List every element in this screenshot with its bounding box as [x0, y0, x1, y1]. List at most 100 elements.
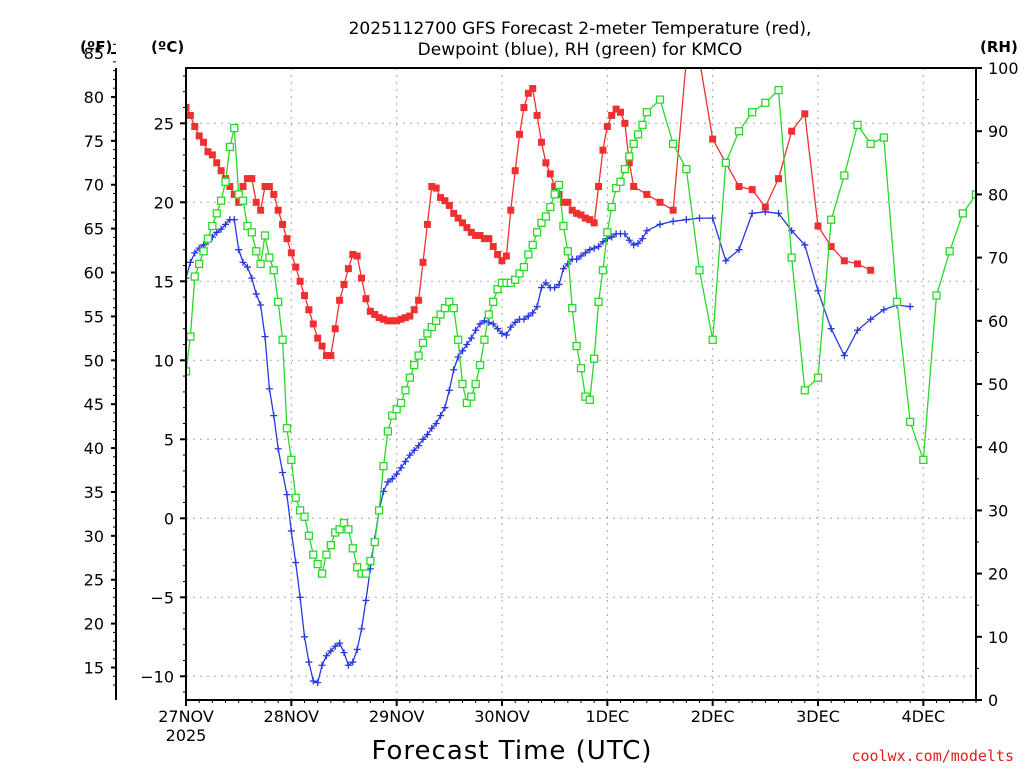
temperature-point — [186, 104, 190, 111]
fahrenheit-tick-label: 85 — [84, 44, 104, 63]
rh-point — [655, 95, 665, 104]
temperature-point — [287, 249, 295, 257]
temperature-point — [375, 314, 383, 322]
fahrenheit-tick-label: 65 — [84, 220, 104, 239]
temperature-point — [393, 317, 401, 325]
temperature-point — [322, 352, 330, 360]
temperature-point — [296, 277, 304, 285]
rh-point — [427, 322, 436, 332]
rh-point — [256, 259, 265, 269]
chart-title-line-2: Dewpoint (blue), RH (green) for KMCO — [418, 40, 743, 60]
rh-point — [388, 411, 397, 420]
credit-text: coolwx.com/modelts — [851, 747, 1014, 765]
rh-point — [291, 493, 300, 502]
temperature-point — [270, 190, 278, 198]
rh-point — [370, 537, 379, 547]
rh-unit-label: (RH) — [980, 38, 1018, 56]
rh-point — [734, 127, 744, 136]
dewpoint-point — [867, 315, 875, 323]
celsius-tick-label: 15 — [154, 272, 174, 291]
temperature-point — [463, 224, 471, 232]
rh-point — [230, 123, 239, 133]
rh-point — [414, 351, 423, 360]
dewpoint-point — [559, 265, 567, 273]
x-tick-label: 30NOV — [474, 707, 530, 726]
dewpoint-point — [595, 243, 603, 251]
dewpoint-point — [314, 679, 322, 687]
temperature-point — [454, 214, 462, 222]
temperature-point — [327, 352, 335, 360]
dewpoint-point — [748, 209, 756, 217]
temperature-point — [274, 206, 282, 214]
rh-point — [405, 373, 414, 382]
rh-point — [436, 310, 445, 319]
temperature-point — [195, 132, 203, 140]
dewpoint-point — [274, 445, 282, 453]
temperature-point — [371, 310, 379, 318]
dewpoint-point — [634, 239, 642, 247]
dewpoint-point — [880, 306, 888, 314]
dewpoint-point — [252, 290, 260, 298]
dewpoint-point — [186, 274, 190, 282]
dewpoint-point — [775, 209, 782, 217]
fahrenheit-tick-label: 50 — [84, 351, 104, 370]
rh-point — [480, 335, 489, 344]
temperature-point — [445, 201, 453, 209]
rh-point — [572, 341, 581, 351]
rh-point — [800, 386, 809, 395]
dewpoint-point — [265, 385, 273, 393]
rh-point — [418, 338, 428, 348]
dewpoint-point — [349, 658, 357, 666]
temperature-point — [485, 235, 493, 243]
temperature-point — [353, 252, 361, 260]
dewpoint-point — [538, 284, 545, 292]
temperature-point — [261, 183, 269, 190]
temperature-point — [217, 167, 225, 175]
temperature-point — [520, 104, 528, 111]
dewpoint-point — [353, 645, 361, 653]
rh-point — [546, 202, 555, 212]
dewpoint-point — [577, 252, 585, 260]
temperature-point — [450, 209, 458, 217]
rh-point — [471, 379, 480, 389]
dewpoint-point — [524, 312, 532, 320]
dewpoint-point — [292, 559, 300, 567]
temperature-point — [226, 183, 234, 190]
rh-line — [186, 88, 976, 576]
rh-point — [348, 544, 357, 553]
rh-point — [906, 417, 915, 427]
rh-point — [247, 228, 256, 237]
temperature-point — [314, 334, 322, 342]
temperature-point — [559, 198, 567, 206]
temperature-point — [283, 235, 291, 243]
dewpoint-series — [186, 208, 914, 687]
temperature-point — [467, 228, 475, 236]
fahrenheit-tick-label: 55 — [84, 307, 104, 326]
fahrenheit-tick-label: 75 — [84, 132, 104, 151]
rh-point — [353, 563, 362, 572]
temperature-point — [186, 111, 194, 119]
dewpoint-point — [722, 257, 730, 265]
rh-point — [625, 152, 634, 161]
rh-tick-label: 0 — [988, 691, 998, 710]
fahrenheit-tick-label: 80 — [84, 88, 104, 107]
temperature-point — [630, 183, 638, 190]
dewpoint-point — [340, 649, 348, 657]
dewpoint-point — [358, 625, 366, 633]
fahrenheit-tick-label: 35 — [84, 483, 104, 502]
temperature-point — [595, 183, 603, 190]
dewpoint-point — [520, 315, 528, 323]
temperature-point — [573, 209, 581, 217]
dewpoint-point — [301, 633, 308, 641]
dewpoint-point — [827, 325, 835, 333]
temperature-point — [243, 175, 251, 183]
rh-point — [449, 304, 458, 313]
rh-point — [212, 209, 221, 218]
dewpoint-point — [459, 347, 466, 355]
rh-tick-label: 30 — [988, 501, 1008, 520]
dewpoint-point — [638, 235, 646, 243]
temperature-point — [854, 260, 861, 268]
dewpoint-point — [630, 241, 638, 249]
x-tick-label: 28NOV — [264, 707, 320, 726]
dewpoint-point — [437, 412, 445, 420]
